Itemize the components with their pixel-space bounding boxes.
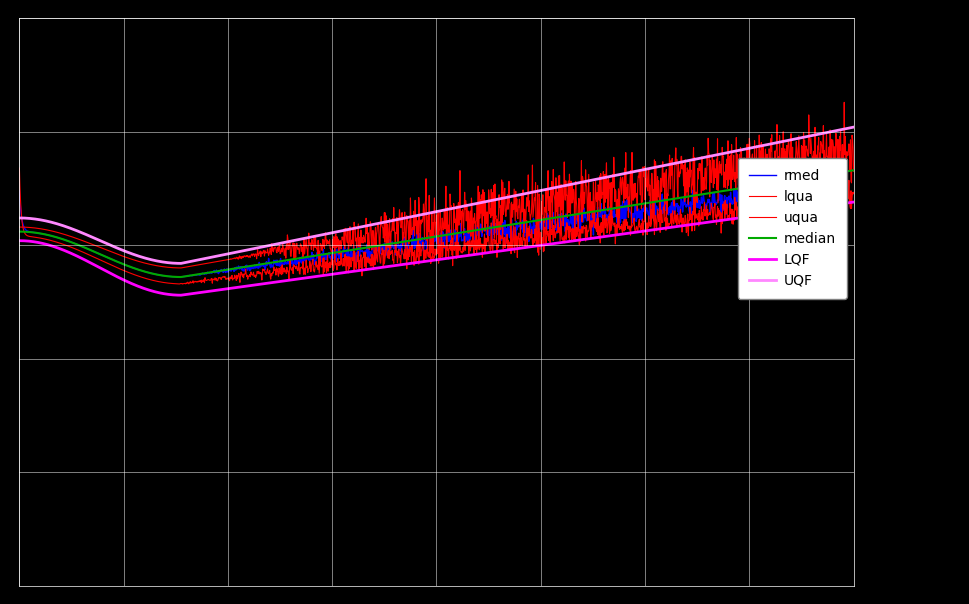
uqua [337,234,349,241]
Line: rmed: rmed [19,183,774,277]
UQF [539,186,550,193]
uqua [434,208,446,216]
rmed [538,218,549,225]
rmed [433,236,445,243]
lqua [434,240,446,248]
lqua [790,194,801,201]
UQF [790,135,801,143]
lqua [539,223,550,231]
Line: LQF: LQF [19,202,853,295]
Legend: rmed, lqua, uqua, median, LQF, UQF: rmed, lqua, uqua, median, LQF, UQF [736,158,846,298]
Line: UQF: UQF [19,127,853,263]
LQF [337,269,349,277]
Line: median: median [19,170,853,277]
median [539,216,550,223]
LQF [14,237,25,244]
uqua [539,204,550,211]
Line: uqua: uqua [19,102,853,268]
median [834,169,846,176]
median [175,274,187,281]
UQF [434,207,446,214]
LQF [834,200,846,207]
median [847,167,859,174]
UQF [337,227,349,234]
median [776,178,788,185]
LQF [790,207,801,214]
UQF [14,214,25,222]
uqua [834,165,846,172]
median [790,176,801,183]
rmed [336,253,348,260]
lqua [176,280,188,288]
rmed [14,187,25,194]
uqua [790,138,801,145]
UQF [847,123,859,130]
lqua [834,197,846,204]
UQF [834,126,846,133]
uqua [776,128,788,135]
median [14,228,25,235]
uqua [14,223,25,231]
lqua [337,255,349,262]
UQF [776,138,788,145]
LQF [539,241,550,248]
lqua [776,189,788,196]
LQF [434,255,446,263]
uqua [847,168,859,175]
uqua [175,265,187,272]
median [434,233,446,240]
UQF [175,260,187,267]
LQF [175,292,187,299]
Line: lqua: lqua [19,168,853,284]
median [337,248,349,255]
LQF [847,199,859,206]
uqua [837,98,849,106]
lqua [847,188,859,196]
lqua [14,164,25,172]
LQF [776,208,788,216]
